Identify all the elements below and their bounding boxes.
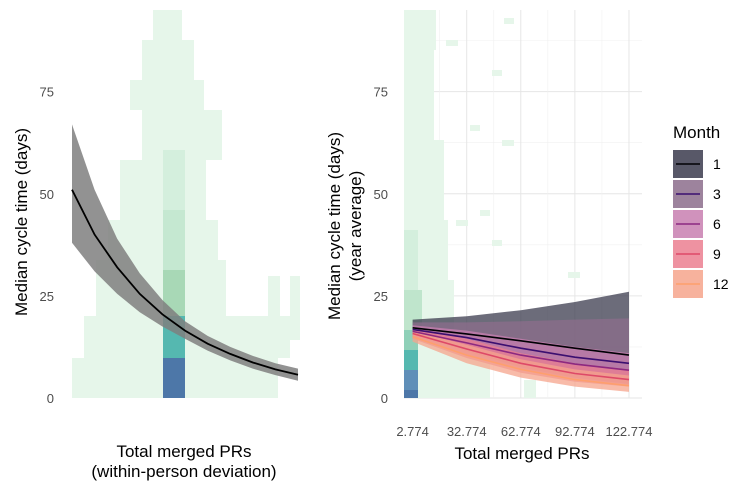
- heat-cell: [504, 18, 514, 24]
- heat-cell: [404, 350, 418, 370]
- heat-cell: [290, 276, 300, 340]
- left-fit-line: [71, 189, 299, 376]
- right-x-tick-label: 122.774: [605, 424, 652, 439]
- right-x-tick-label: 32.774: [447, 424, 487, 439]
- heat-cell: [492, 70, 502, 76]
- right-y-ticks: 0 25 50 75: [374, 85, 388, 406]
- left-y-tick-label: 0: [47, 391, 54, 406]
- heat-cell: [456, 220, 468, 226]
- legend-label-3: 3: [713, 186, 721, 202]
- heat-cell: [568, 272, 580, 278]
- left-x-axis-label-line2: (within-person deviation): [91, 462, 276, 481]
- left-y-axis-label: Median cycle time (days): [12, 128, 31, 316]
- left-heatmap: [72, 10, 300, 398]
- heat-cell: [163, 150, 185, 210]
- right-y-tick-label: 50: [374, 187, 388, 202]
- heat-cell: [130, 80, 204, 110]
- line-month-3: [412, 328, 630, 365]
- heat-cell: [142, 40, 194, 80]
- legend: Month 1 3 6 9 12: [673, 123, 729, 298]
- right-y-tick-label: 25: [374, 289, 388, 304]
- legend-label-1: 1: [713, 156, 721, 172]
- heat-cell: [163, 358, 185, 398]
- left-y-tick-label: 25: [40, 289, 54, 304]
- heat-cell: [163, 270, 185, 316]
- line-month-1: [412, 327, 630, 356]
- heat-cell: [404, 10, 436, 50]
- left-y-tick-label: 75: [40, 85, 54, 100]
- line-month-9: [412, 332, 630, 381]
- heat-cell: [404, 370, 418, 390]
- right-x-tick-label: 2.774: [396, 424, 429, 439]
- heat-cell: [524, 380, 536, 398]
- line-month-12: [412, 335, 630, 387]
- right-panel: 0 25 50 75 2.774 32.774 62.774 92.774 122.774 T…: [325, 10, 652, 463]
- heat-cell: [163, 210, 185, 270]
- legend-items: 1 3 6 9 12: [673, 150, 729, 298]
- heat-cell: [404, 140, 444, 220]
- line-month-6: [412, 330, 630, 371]
- heat-cell: [480, 210, 490, 216]
- right-y-axis-label-line1: Median cycle time (days): [325, 132, 344, 320]
- left-panel: 0 25 50 75 Total merged PRs (within-person …: [12, 10, 300, 481]
- right-y-axis-label-line2: (year average): [346, 171, 365, 282]
- left-y-ticks: 0 25 50 75: [40, 85, 54, 406]
- legend-title: Month: [673, 123, 720, 142]
- heat-cell: [96, 358, 106, 398]
- ribbon-month-12: [412, 330, 629, 392]
- legend-label-12: 12: [713, 276, 729, 292]
- heat-cell: [502, 140, 514, 146]
- heat-cell: [470, 125, 480, 131]
- left-line-group: [71, 189, 299, 376]
- heat-cell: [404, 230, 418, 290]
- right-x-ticks: 2.774 32.774 62.774 92.774 122.774: [396, 424, 652, 439]
- heat-cell: [153, 10, 182, 40]
- legend-label-6: 6: [713, 216, 721, 232]
- heat-cell: [404, 50, 434, 140]
- right-line-group: [412, 327, 630, 387]
- right-x-tick-label: 62.774: [501, 424, 541, 439]
- heat-cell: [404, 390, 418, 398]
- heat-cell: [268, 276, 280, 340]
- heat-cell: [446, 40, 458, 46]
- right-y-tick-label: 0: [381, 391, 388, 406]
- right-y-tick-label: 75: [374, 85, 388, 100]
- right-x-tick-label: 92.774: [555, 424, 595, 439]
- left-x-axis-label-line1: Total merged PRs: [116, 442, 251, 461]
- right-x-axis-label: Total merged PRs: [454, 444, 589, 463]
- legend-label-9: 9: [713, 246, 721, 262]
- heat-cell: [492, 240, 502, 246]
- left-y-tick-label: 50: [40, 187, 54, 202]
